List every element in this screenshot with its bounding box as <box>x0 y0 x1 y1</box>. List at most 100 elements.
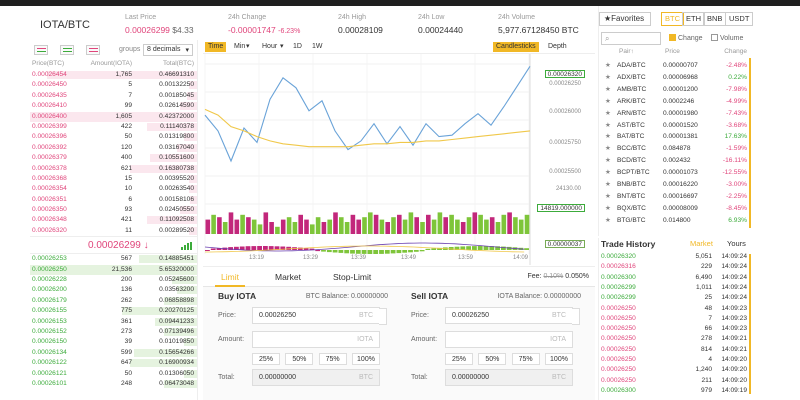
book-row[interactable]: 0.00026454 1,765 0.46691310 <box>30 70 197 80</box>
book-both-icon[interactable] <box>34 45 48 55</box>
book-row[interactable]: 0.00026392 120 0.03167040 <box>30 143 197 153</box>
sell-pct-75[interactable]: 75% <box>511 353 540 365</box>
tool-min[interactable]: Min <box>234 43 246 50</box>
star-icon[interactable]: ★ <box>605 85 611 93</box>
book-row[interactable]: 0.00026152 273 0.07139496 <box>30 327 197 337</box>
book-row[interactable]: 0.00026253 567 0.14885451 <box>30 254 197 264</box>
volume-bar <box>408 212 414 234</box>
radio-change[interactable]: Change <box>669 34 703 42</box>
book-row[interactable]: 0.00026179 262 0.06858898 <box>30 296 197 306</box>
market-row[interactable]: ★ BCD/BTC 0.002432 -16.11% <box>599 155 749 167</box>
book-row[interactable]: 0.00026228 200 0.05245600 <box>30 275 197 285</box>
star-icon[interactable]: ★ <box>605 192 611 200</box>
star-icon[interactable]: ★ <box>605 62 611 69</box>
tab-bnb[interactable]: BNB <box>703 12 727 26</box>
book-row[interactable]: 0.00026350 93 0.02450550 <box>30 205 197 215</box>
sell-pct-25[interactable]: 25% <box>445 353 473 365</box>
tab-btc[interactable]: BTC <box>661 12 684 26</box>
market-row[interactable]: ★ BCPT/BTC 0.00001073 -12.55% <box>599 167 749 179</box>
market-row[interactable]: ★ BQX/BTC 0.00008009 -8.45% <box>599 203 749 215</box>
market-scrollbar[interactable] <box>749 58 751 228</box>
sell-pct-50[interactable]: 50% <box>478 353 507 365</box>
sell-amount-input[interactable]: IOTA <box>445 331 573 348</box>
groups-select[interactable]: 8 decimals ▾ <box>143 44 193 56</box>
star-icon[interactable]: ★ <box>605 204 611 212</box>
tab-stop-limit[interactable]: Stop-Limit <box>333 272 372 282</box>
star-icon[interactable]: ★ <box>605 169 611 177</box>
star-icon[interactable]: ★ <box>605 216 611 224</box>
market-row[interactable]: ★ ARN/BTC 0.00001980 -7.43% <box>599 108 749 120</box>
market-row[interactable]: ★ BAT/BTC 0.00001381 17.63% <box>599 131 749 143</box>
book-row[interactable]: 0.00026396 50 0.01319800 <box>30 132 197 142</box>
book-row[interactable]: 0.00026320 11 0.00289520 <box>30 226 197 236</box>
tab-your-trades[interactable]: Yours <box>727 239 746 248</box>
tab-market-trades[interactable]: Market <box>690 239 713 248</box>
tool-1d[interactable]: 1D <box>293 43 302 50</box>
book-row[interactable]: 0.00026250 21,536 5.65320000 <box>30 264 197 276</box>
book-row[interactable]: 0.00026379 400 0.10551600 <box>30 153 197 163</box>
tool-1w[interactable]: 1W <box>312 43 323 50</box>
book-row[interactable]: 0.00026348 421 0.11092508 <box>30 215 197 225</box>
tab-usdt[interactable]: USDT <box>725 12 754 26</box>
book-row[interactable]: 0.00026410 99 0.02614590 <box>30 101 197 111</box>
star-icon[interactable]: ★ <box>605 157 611 165</box>
book-row[interactable]: 0.00026354 10 0.00263540 <box>30 184 197 194</box>
book-row[interactable]: 0.00026450 5 0.00132250 <box>30 80 197 90</box>
sell-price-input[interactable]: 0.00026250 BTC <box>445 307 580 325</box>
book-row[interactable]: 0.00026134 599 0.15654266 <box>30 348 197 358</box>
tab-eth[interactable]: ETH <box>682 12 705 26</box>
price-stepper[interactable] <box>379 308 387 325</box>
buy-amount-input[interactable]: IOTA <box>252 331 380 348</box>
book-row[interactable]: 0.00026121 50 0.01306050 <box>30 369 197 379</box>
market-row[interactable]: ★ BCC/BTC 0.084878 -1.59% <box>599 143 749 155</box>
buy-pct-25[interactable]: 25% <box>252 353 280 365</box>
depth-tab[interactable]: Depth <box>548 43 567 50</box>
chart-panel: Time Min ▾ Hour ▾ 1D 1W Candlesticks Dep… <box>203 40 595 265</box>
book-row[interactable]: 0.00026378 621 0.16380738 <box>30 164 197 174</box>
star-icon[interactable]: ★ <box>605 109 611 117</box>
market-row[interactable]: ★ BNT/BTC 0.00016697 -2.25% <box>599 191 749 203</box>
buy-price-input[interactable]: 0.00026250 BTC <box>252 307 387 325</box>
favorites-button[interactable]: ★Favorites <box>599 12 651 26</box>
book-row[interactable]: 0.00026200 136 0.03563200 <box>30 285 197 295</box>
star-icon[interactable]: ★ <box>605 97 611 105</box>
tab-limit[interactable]: Limit <box>221 272 239 282</box>
radio-volume[interactable]: Volume <box>711 34 743 42</box>
book-row[interactable]: 0.00026399 422 0.11140378 <box>30 122 197 132</box>
book-bids-icon[interactable] <box>60 45 74 55</box>
star-icon[interactable]: ★ <box>605 181 611 188</box>
price-stepper[interactable] <box>572 308 580 325</box>
book-row[interactable]: 0.00026368 15 0.00395520 <box>30 174 197 184</box>
buy-pct-100[interactable]: 100% <box>351 353 380 365</box>
market-row[interactable]: ★ ADA/BTC 0.00000707 -2.48% <box>599 60 749 72</box>
price-chart[interactable] <box>203 54 595 265</box>
market-row[interactable]: ★ AMB/BTC 0.00001200 -7.98% <box>599 84 749 96</box>
book-asks-icon[interactable] <box>86 45 100 55</box>
market-row[interactable]: ★ AST/BTC 0.00001520 -3.68% <box>599 120 749 132</box>
star-icon[interactable]: ★ <box>605 121 611 129</box>
market-row[interactable]: ★ ARK/BTC 0.0002246 -4.99% <box>599 96 749 108</box>
sell-pct-100[interactable]: 100% <box>544 353 573 365</box>
tab-market[interactable]: Market <box>275 272 301 282</box>
tool-hour[interactable]: Hour <box>262 43 278 50</box>
book-row[interactable]: 0.00026153 361 0.09441233 <box>30 317 197 327</box>
buy-pct-50[interactable]: 50% <box>285 353 314 365</box>
history-scrollbar[interactable] <box>749 254 751 394</box>
market-row[interactable]: ★ BNB/BTC 0.00016220 -3.00% <box>599 179 749 191</box>
book-row[interactable]: 0.00026101 248 0.06473048 <box>30 379 197 389</box>
market-search-input[interactable]: ⌕ <box>601 32 661 45</box>
book-row[interactable]: 0.00026155 775 0.20270125 <box>30 306 197 316</box>
star-icon[interactable]: ★ <box>605 145 611 153</box>
buy-pct-75[interactable]: 75% <box>318 353 347 365</box>
tool-time[interactable]: Time <box>205 42 227 52</box>
star-icon[interactable]: ★ <box>605 133 611 141</box>
book-row[interactable]: 0.00026122 647 0.16900934 <box>30 358 197 368</box>
book-row[interactable]: 0.00026400 1,605 0.42372000 <box>30 111 197 122</box>
book-row[interactable]: 0.00026351 6 0.00158106 <box>30 195 197 205</box>
star-icon[interactable]: ★ <box>605 73 611 81</box>
book-row[interactable]: 0.00026150 39 0.01019850 <box>30 337 197 347</box>
book-row[interactable]: 0.00026435 7 0.00185045 <box>30 91 197 101</box>
market-row[interactable]: ★ ADX/BTC 0.00006968 0.22% <box>599 72 749 84</box>
candlesticks-tab[interactable]: Candlesticks <box>493 42 539 52</box>
market-row[interactable]: ★ BTG/BTC 0.014800 6.93% <box>599 215 749 227</box>
